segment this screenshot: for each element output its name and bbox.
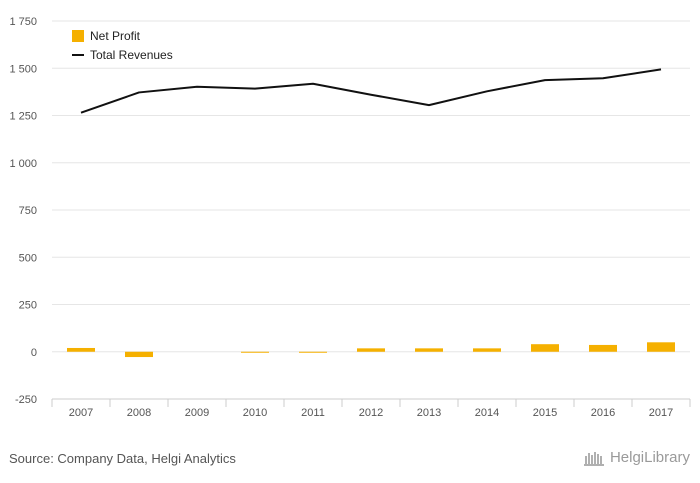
y-axis-ticks: -250 0 250 500 750 1 000 1 250 1 500 1 750 bbox=[9, 16, 37, 406]
y-tick-label: 250 bbox=[19, 300, 37, 312]
x-tick-label: 2009 bbox=[185, 407, 209, 419]
y-tick-label: -250 bbox=[15, 394, 37, 406]
y-tick-label: 0 bbox=[31, 347, 37, 359]
legend-swatch-net-profit bbox=[72, 30, 84, 42]
x-tick-label: 2017 bbox=[649, 407, 673, 419]
bar-net-profit-2016 bbox=[589, 344, 617, 352]
y-tick-label: 750 bbox=[19, 205, 37, 217]
line-total-revenues bbox=[80, 68, 662, 114]
bar-net-profit-2015 bbox=[531, 344, 559, 352]
legend: Net Profit Total Revenues bbox=[72, 29, 173, 62]
bar-net-profit-2017 bbox=[647, 342, 675, 352]
net-profit-bars bbox=[67, 342, 675, 358]
total-revenues-line bbox=[80, 68, 662, 114]
x-tick-label: 2011 bbox=[301, 407, 325, 419]
y-tick-label: 1 500 bbox=[9, 63, 37, 75]
x-tick-label: 2016 bbox=[591, 407, 615, 419]
x-tick-label: 2014 bbox=[475, 407, 499, 419]
bar-net-profit-2012 bbox=[357, 348, 385, 352]
x-tick-label: 2012 bbox=[359, 407, 383, 419]
bar-net-profit-2008 bbox=[125, 351, 153, 358]
y-tick-label: 1 000 bbox=[9, 158, 37, 170]
brand-name: HelgiLibrary bbox=[609, 449, 690, 466]
x-tick-label: 2007 bbox=[69, 407, 93, 419]
y-tick-label: 500 bbox=[19, 252, 37, 264]
y-tick-label: 1 250 bbox=[9, 111, 37, 123]
x-axis: 2007 2008 2009 2010 2011 2012 2013 2014 2015 2016… bbox=[51, 398, 691, 419]
legend-label-total-revenues: Total Revenues bbox=[90, 48, 173, 62]
x-tick-label: 2010 bbox=[243, 407, 267, 419]
bar-net-profit-2007 bbox=[67, 347, 95, 352]
x-tick-label: 2008 bbox=[127, 407, 151, 419]
y-tick-label: 1 750 bbox=[9, 16, 37, 28]
brand-logo: HelgiLibrary bbox=[583, 449, 690, 466]
bar-net-profit-2011 bbox=[299, 351, 327, 353]
bar-net-profit-2010 bbox=[241, 351, 269, 353]
bar-net-profit-2013 bbox=[415, 348, 443, 352]
grid-lines bbox=[52, 20, 690, 400]
bar-net-profit-2014 bbox=[473, 348, 501, 352]
x-tick-label: 2013 bbox=[417, 407, 441, 419]
x-tick-label: 2015 bbox=[533, 407, 557, 419]
legend-label-net-profit: Net Profit bbox=[90, 29, 141, 43]
source-note: Source: Company Data, Helgi Analytics bbox=[9, 451, 236, 466]
library-logo-icon bbox=[583, 451, 604, 466]
